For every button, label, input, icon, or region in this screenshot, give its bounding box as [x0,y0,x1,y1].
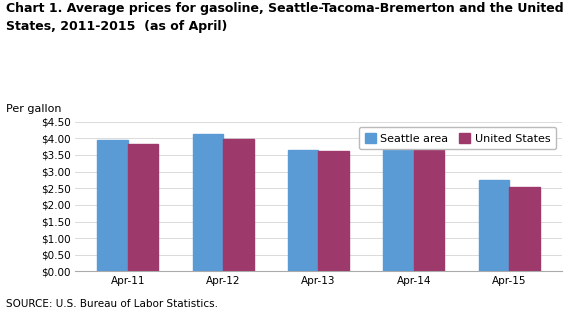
Text: Chart 1. Average prices for gasoline, Seattle-Tacoma-Bremerton and the United: Chart 1. Average prices for gasoline, Se… [6,2,563,15]
Text: SOURCE: U.S. Bureau of Labor Statistics.: SOURCE: U.S. Bureau of Labor Statistics. [6,299,218,309]
Bar [97,140,128,271]
Bar [509,187,540,271]
Legend: Seattle area, United States: Seattle area, United States [359,127,556,149]
Bar [383,146,414,271]
Text: States, 2011-2015  (as of April): States, 2011-2015 (as of April) [6,20,227,33]
Bar [478,180,509,271]
Bar [318,151,349,271]
Bar [128,144,159,271]
Text: Per gallon: Per gallon [6,104,61,114]
Bar [414,149,444,271]
Bar [288,150,318,271]
Bar [223,139,254,271]
Bar [193,134,223,271]
